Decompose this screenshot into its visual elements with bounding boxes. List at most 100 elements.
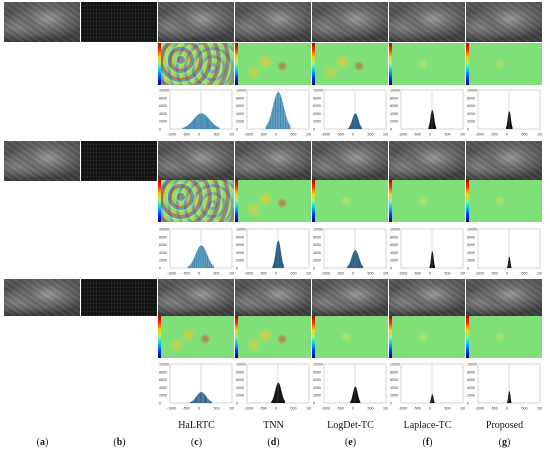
histogram-bar	[353, 251, 355, 268]
histogram-bar	[202, 392, 203, 403]
histogram-bar	[271, 401, 272, 403]
histogram-y-tick: 4000	[390, 386, 398, 390]
error-histogram: 10000 8000 6000 4000 2000 0 -1000 -500 0 500 1000	[389, 226, 465, 276]
histogram-bar	[196, 251, 198, 268]
histogram-bar	[346, 266, 348, 268]
histogram-y-tick: 0	[313, 402, 315, 406]
histogram-bar	[203, 114, 205, 129]
histogram-bar	[197, 114, 199, 129]
histogram-x-tick: 500	[214, 272, 220, 276]
histogram-bar	[204, 394, 205, 403]
histogram-y-tick: 10000	[236, 363, 246, 367]
histogram-y-tick: 6000	[159, 243, 167, 247]
histogram-bar	[280, 389, 282, 403]
error-histogram: 10000 8000 6000 4000 2000 0 -1000 -500 0 500 1000	[466, 361, 542, 411]
histogram-plot: 10000 8000 6000 4000 2000 0 -1000 -500 0 500 1000	[467, 228, 542, 276]
histogram-bar	[273, 102, 275, 129]
error-histogram: 10000 8000 6000 4000 2000 0 -1000 -500 0 500 1000	[389, 87, 465, 137]
image-tile	[235, 279, 311, 316]
histogram-x-tick: -500	[260, 133, 267, 137]
histogram-bar	[276, 94, 277, 129]
error-histogram: 10000 8000 6000 4000 2000 0 -1000 -500 0 500 1000	[466, 87, 542, 137]
error-histogram: 10000 8000 6000 4000 2000 0 -1000 -500 0 500 1000	[312, 87, 388, 137]
histogram-y-tick: 8000	[390, 370, 398, 374]
histogram-bar	[205, 395, 207, 403]
histogram-bar	[204, 248, 205, 268]
histogram-bar	[207, 117, 209, 129]
image-tile	[235, 2, 311, 42]
histogram-bar	[352, 255, 353, 268]
histogram-bar	[200, 113, 201, 129]
histogram-x-tick: -1000	[321, 133, 330, 137]
histogram-bar	[269, 118, 270, 129]
histogram-bar	[355, 250, 357, 268]
histogram-bar	[271, 109, 273, 129]
histogram-bar	[274, 97, 276, 129]
error-colorbar	[466, 180, 469, 222]
histogram-x-tick: -1000	[398, 272, 407, 276]
histogram-x-tick: 0	[506, 272, 508, 276]
error-colorbar	[312, 43, 315, 85]
histogram-bar	[206, 116, 208, 129]
column-letter: d	[270, 437, 277, 448]
histogram-bar	[208, 257, 209, 268]
histogram-bar	[360, 125, 361, 129]
histogram-y-tick: 6000	[236, 378, 244, 382]
histogram-bar	[195, 254, 196, 268]
histogram-bar	[361, 263, 362, 268]
error-map	[235, 316, 311, 358]
histogram-bar	[194, 256, 196, 268]
histogram-x-tick: 500	[445, 133, 451, 137]
histogram-y-tick: 2000	[313, 259, 321, 263]
histogram-bar	[280, 387, 281, 403]
image-tile	[4, 2, 80, 42]
histogram-bar	[200, 245, 201, 268]
column-letter: g	[502, 437, 507, 448]
histogram-y-tick: 0	[390, 128, 392, 132]
histogram-x-tick: 500	[291, 272, 297, 276]
histogram-x-tick: 0	[352, 272, 354, 276]
histogram-bar	[218, 127, 220, 129]
histogram-y-tick: 10000	[313, 228, 323, 232]
histogram-bar	[197, 248, 199, 268]
histogram-bar	[206, 397, 208, 403]
histogram-bar	[274, 392, 276, 403]
histogram-bar	[268, 120, 270, 129]
image-tile	[81, 279, 157, 316]
histogram-y-tick: 10000	[236, 228, 246, 232]
histogram-x-tick: 1000	[383, 407, 388, 411]
histogram-bar	[434, 266, 435, 268]
histogram-bar	[278, 382, 279, 403]
histogram-bar	[276, 384, 278, 403]
error-map	[389, 316, 465, 358]
histogram-bar	[361, 264, 363, 268]
histogram-bar	[281, 99, 283, 129]
histogram-bar	[209, 400, 210, 403]
histogram-bar	[356, 251, 358, 268]
error-map	[312, 43, 388, 85]
histogram-bar	[282, 397, 284, 403]
column-method-label: Proposed	[485, 420, 524, 431]
histogram-bar	[191, 262, 192, 268]
histogram-y-tick: 4000	[313, 386, 321, 390]
histogram-bar	[197, 395, 198, 403]
column-letter-label: (a)	[36, 437, 49, 448]
histogram-bar	[358, 121, 360, 129]
histogram-x-tick: 500	[368, 407, 374, 411]
histogram-x-tick: 1000	[460, 272, 465, 276]
histogram-bar	[201, 113, 203, 129]
histogram-bar	[273, 104, 274, 129]
histogram-bar	[192, 119, 194, 129]
histogram-y-tick: 4000	[467, 112, 475, 116]
histogram-bar	[201, 245, 202, 268]
image-tile	[81, 141, 157, 181]
histogram-bar	[355, 113, 356, 129]
histogram-y-tick: 0	[236, 128, 238, 132]
histogram-bar	[182, 127, 184, 129]
histogram-bar	[199, 392, 201, 403]
histogram-bar	[353, 251, 354, 268]
column-letter: a	[40, 437, 45, 448]
histogram-bar	[272, 398, 274, 403]
histogram-bar	[283, 399, 285, 403]
histogram-bar	[203, 393, 205, 403]
